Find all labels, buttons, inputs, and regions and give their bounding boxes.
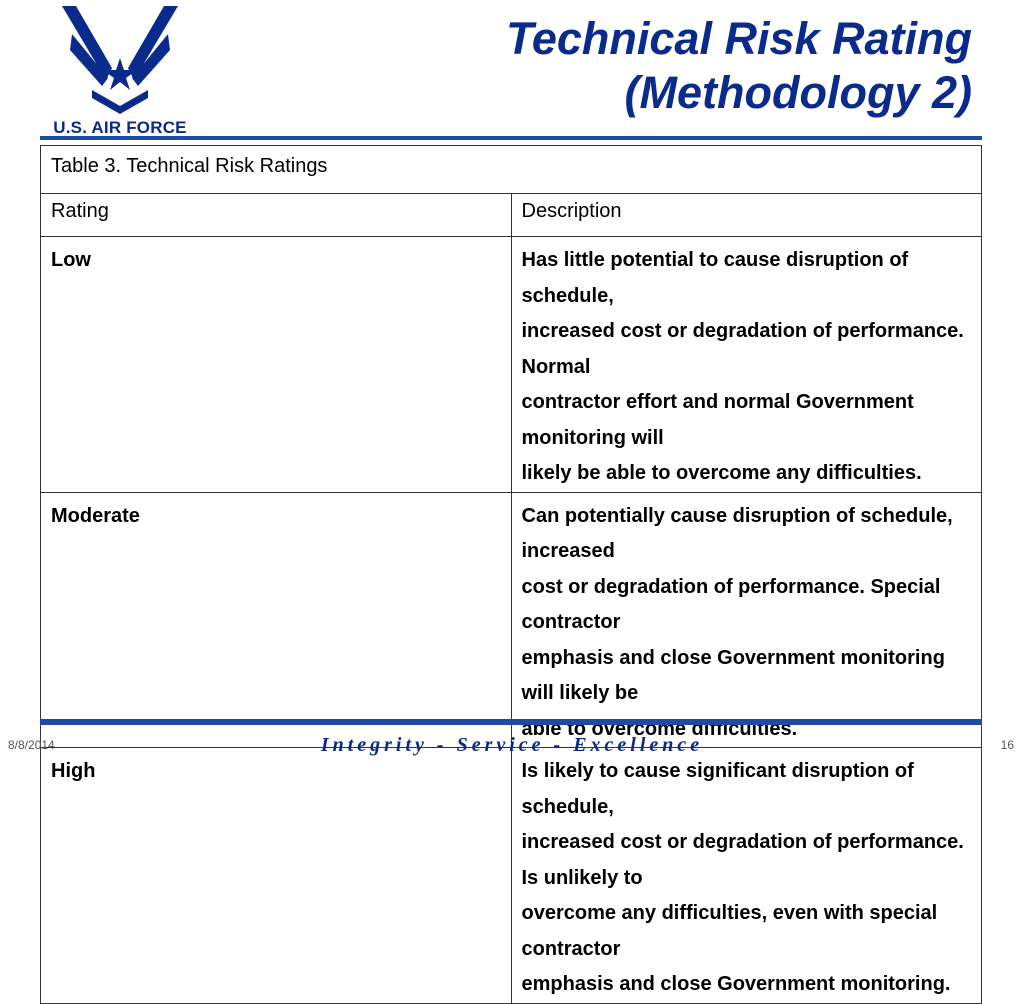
description-line: Can potentially cause disruption of sche… [521, 504, 953, 563]
table-caption: Table 3. Technical Risk Ratings [40, 145, 982, 194]
description-line: Has little potential to cause disruption… [521, 249, 909, 307]
table-row: High Is likely to cause significant disr… [40, 747, 982, 1004]
table-row: Moderate Can potentially cause disruptio… [40, 491, 982, 748]
rating-cell: High [40, 747, 512, 1004]
rating-high: High [51, 760, 96, 782]
rating-low: Low [51, 249, 91, 271]
description-cell: Has little potential to cause disruption… [510, 236, 982, 493]
title-line-2: (Methodology 2) [624, 67, 972, 118]
title-line-1: Technical Risk Rating [506, 13, 972, 64]
air-force-symbol-icon [62, 6, 178, 114]
page-title: Technical Risk Rating (Methodology 2) [352, 12, 972, 120]
bottom-divider [40, 719, 982, 725]
table-row: Low Has little potential to cause disrup… [40, 236, 982, 493]
air-force-logo: U.S. AIR FORCE [40, 6, 200, 137]
rating-moderate: Moderate [51, 504, 140, 527]
table-header-row: Rating Description [40, 193, 982, 237]
rating-cell: Low [40, 236, 512, 493]
description-line: contractor effort and normal Government … [521, 391, 914, 449]
logo-text: U.S. AIR FORCE [53, 118, 187, 137]
description-line: cost or degradation of performance. Spec… [521, 575, 941, 634]
description-line: Is likely to cause significant disruptio… [521, 760, 914, 818]
description-line: likely be able to overcome any difficult… [521, 462, 922, 484]
description-line: increased cost or degradation of perform… [521, 831, 964, 889]
description-cell: Can potentially cause disruption of sche… [510, 491, 982, 748]
description-line: emphasis and close Government monitoring… [521, 973, 951, 995]
description-line: emphasis and close Government monitoring… [521, 646, 945, 705]
header-description: Description [510, 193, 982, 237]
description-line: overcome any difficulties, even with spe… [521, 902, 938, 960]
top-divider [40, 136, 982, 140]
rating-cell: Moderate [40, 491, 512, 748]
risk-ratings-table: Table 3. Technical Risk Ratings Rating D… [40, 145, 982, 1004]
description-line: increased cost or degradation of perform… [521, 320, 964, 378]
description-cell: Is likely to cause significant disruptio… [510, 747, 982, 1004]
footer-date: 8/8/2014 [8, 738, 55, 752]
header-rating: Rating [40, 193, 512, 237]
page-number: 16 [1000, 738, 1014, 752]
footer-motto: Integrity - Service - Excellence [320, 734, 704, 756]
table-caption-row: Table 3. Technical Risk Ratings [40, 145, 982, 194]
